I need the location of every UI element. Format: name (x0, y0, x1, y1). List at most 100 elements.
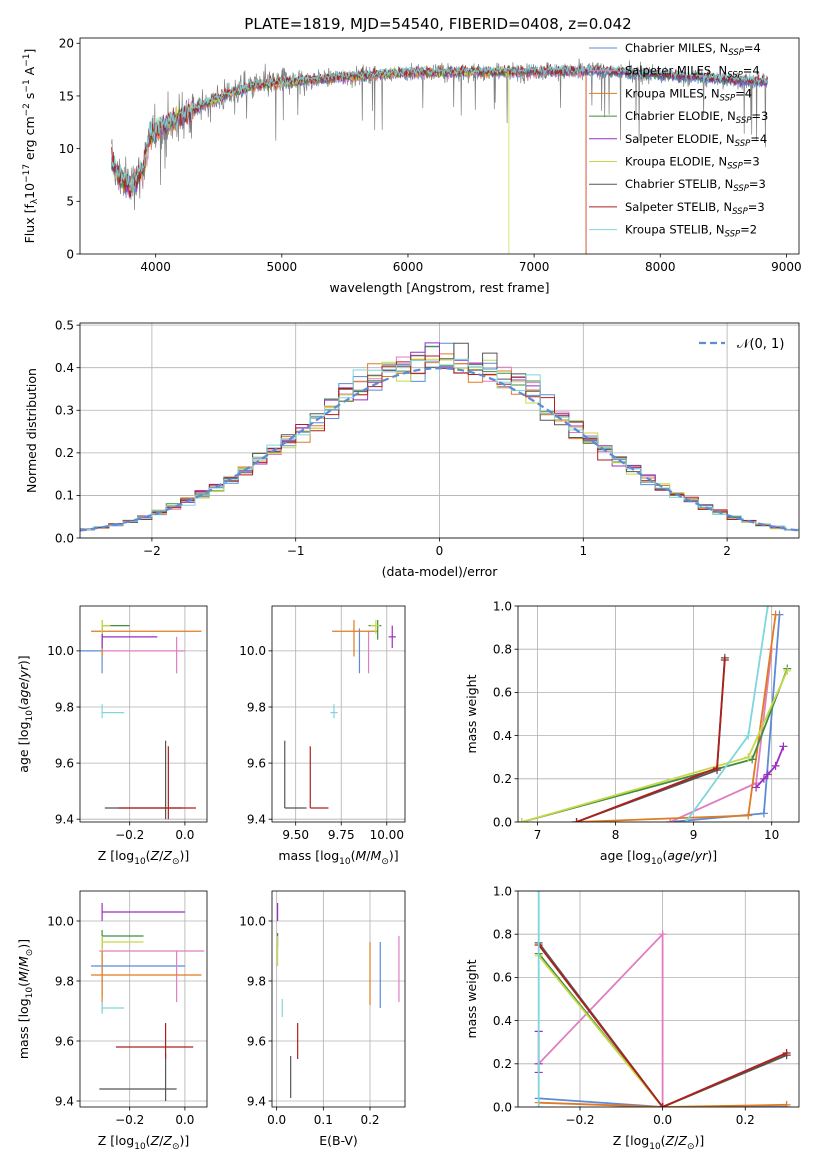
model-spectrum-chabrier-stelib (111, 63, 768, 188)
point-kroupa-stelib (101, 704, 125, 719)
x-axis-label: wavelength [Angstrom, rest frame] (329, 280, 549, 295)
x-tick-label: 0.0 (267, 1113, 286, 1127)
panel-weight-vs-age: 7 8 9 10 0.0 0.2 0.4 0.6 0.8 1.0 age [log10(age/yr… (464, 599, 800, 867)
y-tick-label: 0.2 (493, 772, 512, 786)
y-axis-label: age [log10(age/yr)] (16, 655, 35, 772)
y-tick-label: 10.0 (47, 914, 74, 928)
y-tick-label: 9.8 (247, 974, 266, 988)
axes-frame (517, 605, 800, 823)
y-tick-label: 0.0 (55, 531, 74, 545)
point-chabrier-stelib (284, 740, 307, 809)
legend-entry-label: Salpeter ELODIE, NSSP=4 (625, 132, 767, 149)
x-tick-label: 0.2 (360, 1113, 379, 1127)
x-axis-label: age [log10(age/yr)] (600, 848, 717, 867)
series-kroupa-stelib (681, 606, 772, 822)
y-tick-label: 0.2 (55, 446, 74, 460)
series-salpeter-stelib (572, 656, 729, 822)
x-tick-label: 7000 (519, 260, 550, 274)
axes-frame (79, 37, 800, 255)
series-line (537, 944, 787, 1107)
point-kroupa-stelib (101, 1002, 125, 1014)
x-tick-label: 10.00 (370, 828, 404, 842)
x-tick-label: 6000 (393, 260, 424, 274)
axes-frame (271, 890, 406, 1108)
y-tick-label: 0.5 (55, 318, 74, 332)
y-axis-label: mass [log10(M/M⊙)] (16, 939, 35, 1059)
x-tick-label: 0.1 (314, 1113, 333, 1127)
y-tick-label: 0.8 (493, 643, 512, 657)
plot-area (80, 620, 202, 820)
plot-area (277, 903, 400, 1098)
y-tick-label: 1.0 (493, 599, 512, 613)
series-marker (763, 606, 772, 610)
plot-area (111, 58, 768, 254)
y-tick-label: 9.6 (247, 1034, 266, 1048)
series-marker (720, 656, 729, 664)
x-tick-label: 1 (579, 544, 587, 558)
y-tick-label: 9.4 (247, 1094, 266, 1108)
x-tick-label: 5000 (267, 260, 298, 274)
y-tick-label: 0.6 (493, 686, 512, 700)
point-chabrier-elodie (368, 620, 382, 640)
panel-age-vs-mass: 9.50 9.75 10.00 9.4 9.6 9.8 10.0 mass [log10(M/… (239, 605, 406, 867)
point-salpeter-stelib (115, 1023, 194, 1059)
y-axis-label: Flux [fλ10−17 erg cm−2 s−1 A−1] (22, 49, 40, 244)
model-spectrum-kroupa-miles (111, 66, 587, 254)
series-line (576, 614, 777, 822)
point-salpeter-stelib (309, 746, 329, 809)
y-tick-label: 10.0 (239, 644, 266, 658)
series-marker (744, 753, 753, 762)
axes-frame (79, 890, 208, 1108)
x-axis-label: Z [log10(Z/Z⊙)] (98, 848, 190, 867)
y-tick-label: 20 (59, 37, 74, 51)
series-line (521, 668, 789, 822)
y-tick-label: 0.0 (493, 815, 512, 829)
point-kroupa-elodie (101, 936, 144, 951)
model-spectrum-salpeter-stelib (111, 64, 768, 198)
plot-area (80, 342, 799, 532)
y-tick-label: 0.4 (55, 361, 74, 375)
y-tick-label: 9.4 (247, 812, 266, 826)
legend-entry-label: Chabrier MILES, NSSP=4 (625, 41, 761, 58)
y-tick-label: 10.0 (239, 914, 266, 928)
x-tick-label: 9.75 (328, 828, 355, 842)
x-tick-label: 0.0 (175, 828, 194, 842)
y-tick-label: 0.3 (55, 404, 74, 418)
series-line (538, 1097, 787, 1107)
x-tick-label: 4000 (140, 260, 171, 274)
x-axis-label: Z [log10(Z/Z⊙)] (98, 1133, 190, 1152)
plot-area (91, 903, 205, 1101)
series-marker (713, 764, 722, 772)
axes-frame (271, 605, 406, 823)
legend-entry-label: Kroupa ELODIE, NSSP=3 (625, 155, 760, 172)
y-tick-label: 0.4 (493, 729, 512, 743)
y-tick-label: 9.4 (55, 1094, 74, 1108)
series-line (521, 670, 789, 822)
x-axis-label: (data-model)/error (382, 564, 499, 579)
series-marker (763, 770, 772, 779)
y-tick-label: 0.1 (55, 489, 74, 503)
axes-frame (79, 605, 208, 823)
plot-area (284, 620, 396, 809)
y-tick-label: 9.6 (247, 756, 266, 770)
legend-entry-label: Kroupa STELIB, NSSP=2 (625, 223, 757, 240)
axes-frame (79, 322, 800, 539)
x-tick-label: −0.2 (115, 1113, 144, 1127)
legend-entry-label: Salpeter MILES, NSSP=4 (625, 64, 760, 81)
y-axis-label: mass weight (464, 674, 479, 753)
x-tick-label: 10 (764, 828, 779, 842)
y-tick-label: 1.0 (493, 884, 512, 898)
axes-frame (517, 890, 800, 1108)
series-marker (572, 818, 581, 822)
series-salpeter-elodie (752, 742, 788, 792)
x-tick-label: 8000 (645, 260, 676, 274)
y-tick-label: 0.4 (493, 1014, 512, 1028)
x-axis-label: E(B-V) (319, 1133, 358, 1148)
series-marker (752, 783, 761, 792)
y-tick-label: 15 (59, 89, 74, 103)
y-tick-label: 9.8 (55, 700, 74, 714)
x-tick-label: 9000 (771, 260, 802, 274)
x-tick-label: −0.2 (115, 828, 144, 842)
plot-area (518, 606, 792, 822)
series-marker (771, 761, 780, 770)
